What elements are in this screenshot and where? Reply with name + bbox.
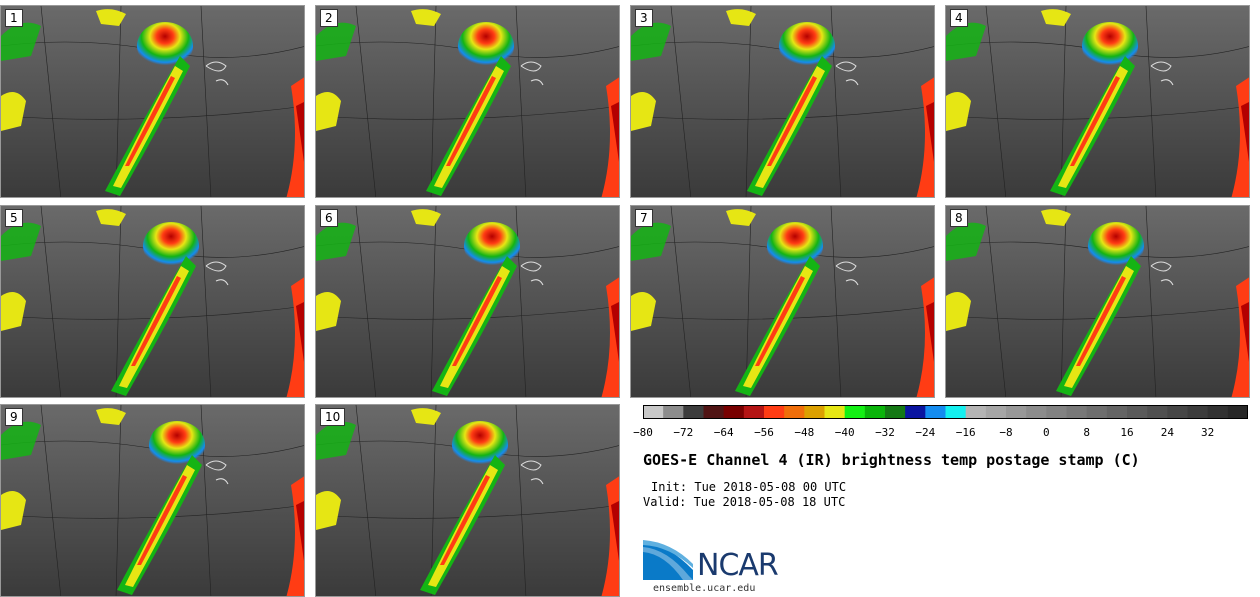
colorbar-outline [643,405,1248,419]
panel-number-label: 6 [320,209,338,227]
colorbar-swatch [1127,405,1148,419]
colorbar-tick-label: −80 [633,426,653,439]
colorbar-swatch [945,405,967,419]
panel-number-label: 5 [5,209,23,227]
init-time: Init: Tue 2018-05-08 00 UTC [651,480,847,494]
postage-stamp-panel: 10 [315,404,620,597]
ir-satellite-map [1,405,304,596]
colorbar-swatch [824,405,846,419]
panel-number-label: 4 [950,9,968,27]
panel-number-label: 2 [320,9,338,27]
colorbar-tick-label: 32 [1201,426,1215,439]
panel-number-label: 8 [950,209,968,227]
ir-satellite-map [316,405,619,596]
colorbar-swatch [864,405,886,419]
panel-number-label: 10 [320,408,346,426]
colorbar-tick-label: −8 [999,426,1013,439]
colorbar-tick-label: −16 [955,426,976,439]
colorbar-swatch [643,405,664,419]
ir-satellite-map [1,6,304,197]
postage-stamp-panel: 5 [0,205,305,398]
colorbar-tick-label: −56 [754,426,774,439]
postage-stamp-panel: 6 [315,205,620,398]
colorbar-tick-label: −72 [673,426,694,439]
ir-satellite-map [631,6,934,197]
colorbar-swatch [1227,405,1248,419]
panel-number-label: 3 [635,9,653,27]
colorbar-swatch [1167,405,1188,419]
ncar-logo-text: NCAR [697,548,779,583]
colorbar-swatch [985,405,1007,419]
colorbar-tick-label: 8 [1083,426,1090,439]
colorbar-swatch [764,405,785,419]
colorbar [643,405,1248,419]
ir-satellite-map [316,206,619,397]
colorbar-tick-label: −48 [794,426,815,439]
colorbar-tick-label: 24 [1160,426,1174,439]
ir-satellite-map [946,206,1249,397]
colorbar-swatch [1106,405,1128,419]
postage-stamp-panel: 4 [945,5,1250,198]
ir-satellite-map [631,206,934,397]
colorbar-swatch [1187,405,1209,419]
colorbar-swatch [1147,405,1168,419]
ir-satellite-map [316,6,619,197]
colorbar-swatch [1006,405,1027,419]
panel-number-label: 1 [5,9,23,27]
colorbar-swatch [1086,405,1108,419]
ir-satellite-map [1,206,304,397]
ncar-logo-icon [643,540,693,580]
colorbar-tick-label: −24 [915,426,936,439]
colorbar-swatch [905,405,926,419]
colorbar-tick-label: 16 [1120,426,1134,439]
ir-satellite-map [946,6,1249,197]
colorbar-swatch [885,405,906,419]
postage-stamp-panel: 9 [0,404,305,597]
panel-number-label: 9 [5,408,23,426]
colorbar-tick-label: −32 [875,426,895,439]
figure-title: GOES-E Channel 4 (IR) brightness temp po… [643,451,1140,469]
colorbar-swatch [1066,405,1088,419]
site-url: ensemble.ucar.edu [653,583,756,594]
colorbar-swatch [703,405,725,419]
colorbar-tick-label: 0 [1043,426,1050,439]
colorbar-swatch [804,405,825,419]
colorbar-swatch [743,405,765,419]
colorbar-tick-label: −40 [834,426,855,439]
colorbar-swatch [1026,405,1047,419]
colorbar-swatch [723,405,745,419]
postage-stamp-panel: 1 [0,5,305,198]
colorbar-swatch [784,405,805,419]
colorbar-swatch [844,405,866,419]
colorbar-tick-label: −64 [713,426,734,439]
postage-stamp-panel: 3 [630,5,935,198]
colorbar-swatch [925,405,946,419]
postage-stamp-panel: 2 [315,5,620,198]
colorbar-swatch [1207,405,1229,419]
postage-stamp-panel: 8 [945,205,1250,398]
panel-number-label: 7 [635,209,653,227]
postage-stamp-panel: 7 [630,205,935,398]
colorbar-swatch [965,405,987,419]
colorbar-swatch [683,405,704,419]
colorbar-swatch [663,405,684,419]
valid-time: Valid: Tue 2018-05-08 18 UTC [643,495,846,509]
colorbar-swatch [1046,405,1067,419]
